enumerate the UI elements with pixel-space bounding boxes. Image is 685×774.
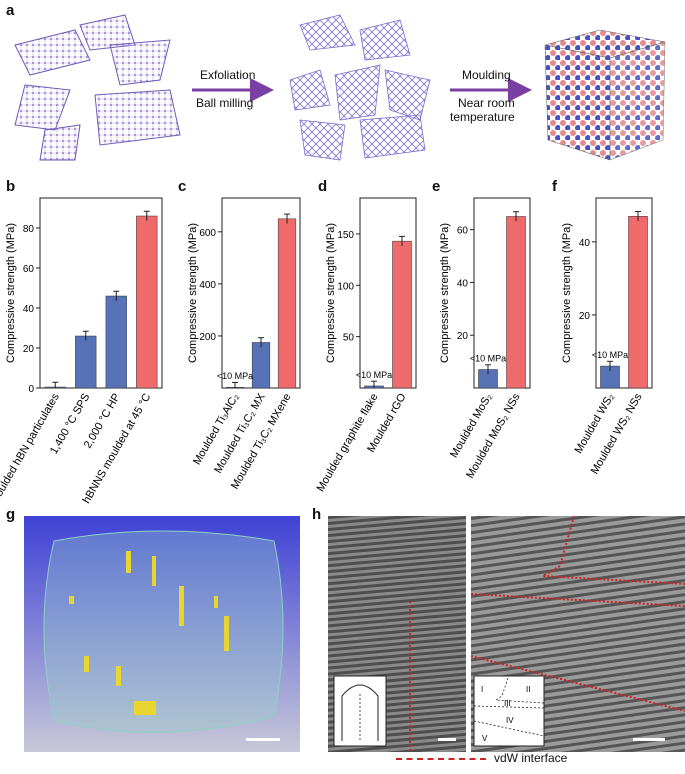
bar-c-1: [251, 342, 271, 389]
annotation-lt10: <10 MPa: [592, 350, 628, 360]
bar-f-1: [628, 216, 648, 389]
y-axis-label: Compressive strength (MPa): [325, 223, 337, 363]
y-axis-label: Compressive strength (MPa): [439, 223, 451, 363]
y-tick-label: 60: [23, 264, 35, 275]
panel-label-f: f: [552, 178, 557, 195]
bar-b-3: [136, 215, 158, 389]
category-label: Moulded WS₂ NSs: [589, 391, 645, 476]
scale-bar: [246, 738, 280, 741]
moulded-block-illustration: [544, 29, 666, 161]
y-tick-label: 400: [199, 280, 216, 291]
y-tick-label: 60: [457, 226, 469, 237]
plot-frame: [595, 197, 653, 389]
pore-clusters: [69, 551, 229, 715]
y-axis-label: Compressive strength (MPa): [187, 223, 199, 363]
y-axis-label: Compressive strength (MPa): [5, 223, 17, 363]
y-tick-label: 50: [343, 333, 355, 344]
panel-label-b: b: [6, 178, 16, 195]
annotation-lt10: <10 MPa: [217, 371, 253, 381]
panel-label-h: h: [312, 506, 322, 523]
panel-label-e: e: [432, 178, 441, 195]
y-tick-label: 20: [579, 311, 591, 322]
region-III-label: III: [504, 699, 511, 708]
vdw-legend-text: vdW interface: [494, 751, 568, 765]
plot-frame: [359, 197, 417, 389]
chart-e: 20 40 60 Compressive strength (MPa) Moulded …: [439, 197, 531, 481]
panel-g-tomography: [24, 516, 300, 752]
y-tick-label: 40: [579, 238, 591, 249]
chart-f: 20 40 Compressive strength (MPa) Moulded WS…: [561, 197, 653, 476]
y-tick-label: 40: [457, 278, 469, 289]
scale-bar-right: [633, 738, 665, 741]
bar-charts: 0 20 40 60 80 Compressive strength (MPa) Mould…: [0, 197, 653, 505]
y-tick-label: 80: [23, 224, 35, 235]
y-axis-label: Compressive strength (MPa): [561, 223, 573, 363]
region-V-label: V: [482, 734, 488, 743]
scale-bar-left: [438, 738, 456, 741]
plot-frame: [39, 197, 163, 389]
bar-c-2: [277, 218, 297, 389]
category-label: Moulded MoS₂ NSs: [464, 391, 523, 481]
exfoliated-nanosheets-illustration: [289, 14, 431, 161]
bar-d-1: [392, 240, 412, 389]
panel-label-d: d: [318, 178, 328, 195]
panel-label-g: g: [6, 506, 16, 523]
y-tick-label: 40: [23, 304, 35, 315]
near-room-label: Near room: [458, 96, 515, 110]
bar-b-1: [75, 335, 97, 389]
temperature-label: temperature: [450, 110, 515, 124]
y-tick-label: 20: [457, 331, 469, 342]
annotation-lt10: <10 MPa: [470, 354, 506, 364]
panel-a-schematic: [14, 14, 666, 161]
y-tick-label: 20: [23, 344, 35, 355]
region-I-label: I: [481, 685, 483, 694]
y-tick-label: 600: [199, 228, 216, 239]
y-tick-label: 200: [199, 332, 216, 343]
panel-h-tem: I II III IV V: [328, 516, 685, 752]
plot-frame: [473, 197, 531, 389]
y-tick-label: 100: [337, 281, 354, 292]
panel-a: a: [0, 0, 685, 170]
y-tick-label: 150: [337, 230, 354, 241]
vdw-legend-line: [396, 758, 486, 760]
ball-milling-label: Ball milling: [196, 96, 254, 110]
bar-e-1: [506, 216, 526, 389]
region-IV-label: IV: [506, 716, 514, 725]
y-tick-label: 0: [28, 384, 34, 395]
bar-b-2: [105, 295, 127, 389]
exfoliation-label: Exfoliation: [200, 68, 256, 82]
category-label: Moulded Ti₃AlC₂: [191, 392, 242, 468]
region-II-label: II: [526, 685, 530, 694]
annotation-lt10: <10 MPa: [356, 370, 392, 380]
moulding-label: Moulding: [462, 68, 511, 82]
bulk-flakes-illustration: [14, 14, 181, 161]
panel-label-c: c: [178, 178, 187, 195]
panel-label-a: a: [6, 2, 15, 19]
